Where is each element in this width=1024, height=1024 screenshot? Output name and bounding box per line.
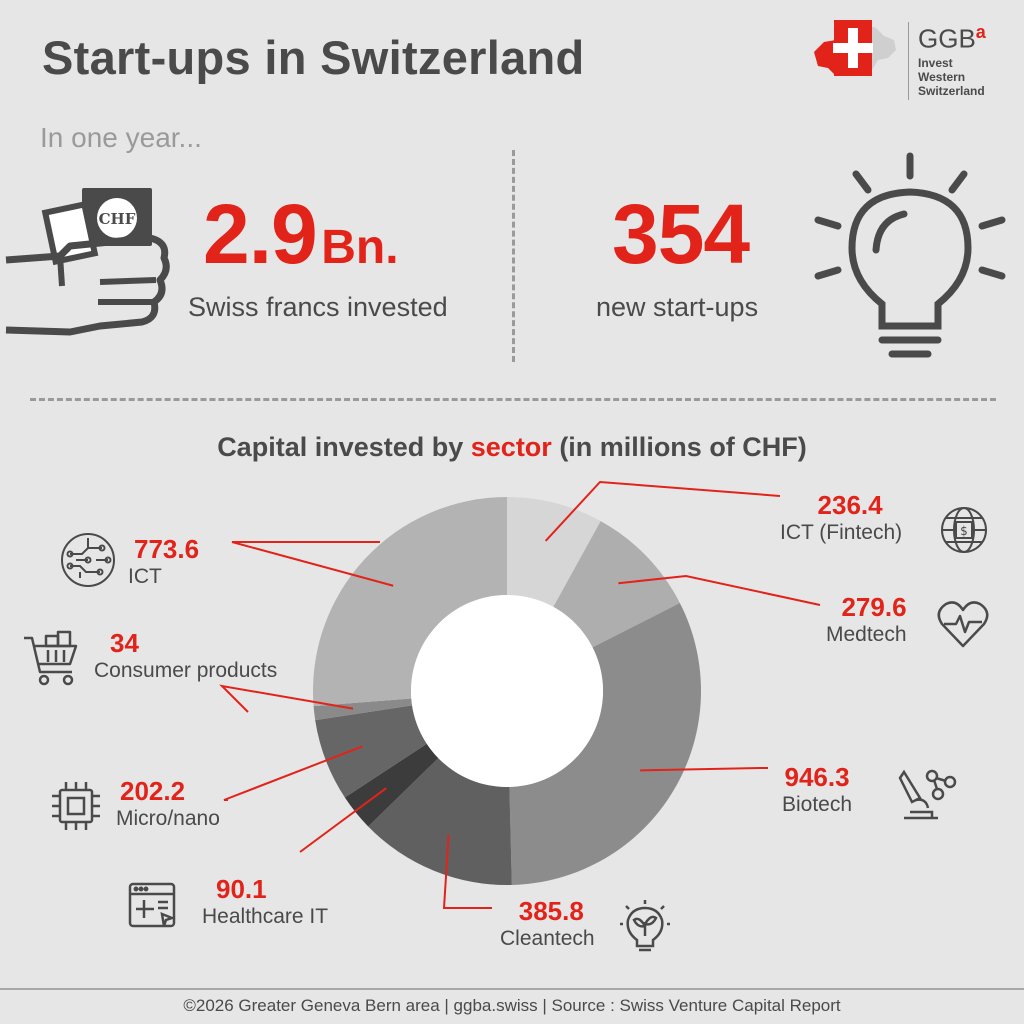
fintech-globe-icon: $ [938, 504, 990, 561]
logo-subtitle-line: Switzerland [918, 84, 985, 98]
leader-line [219, 684, 354, 713]
logo-divider [908, 22, 909, 100]
footer-credits: ©2026 Greater Geneva Bern area | ggba.sw… [183, 996, 841, 1015]
slice-label-ict: 773.6 ICT [128, 534, 199, 589]
donut-slice-cleantech [368, 758, 512, 885]
chip-icon [50, 780, 102, 837]
startups-value: 354 [612, 187, 750, 281]
slice-value: 236.4 [817, 490, 883, 520]
logo-subtitle: Invest Western Switzerland [918, 56, 1018, 98]
slice-label: Biotech [782, 793, 853, 816]
chart-title-prefix: Capital invested by [217, 432, 471, 462]
slice-label-ict-fintech: 236.4 ICT (Fintech) [780, 490, 902, 545]
slice-label: ICT [128, 565, 162, 588]
slice-value: 202.2 [120, 776, 186, 806]
donut-hole [411, 595, 603, 787]
circuit-icon [60, 532, 116, 593]
intro-text: In one year... [40, 122, 202, 153]
slice-label-consumer-products: 34 Consumer products [94, 628, 277, 683]
leader-line [223, 745, 363, 801]
donut-slice-micro-nano [315, 705, 427, 798]
slice-label: Healthcare IT [202, 905, 329, 928]
slice-label-cleantech: 385.8 Cleantech [500, 896, 595, 951]
leader-line [231, 541, 394, 587]
slice-label: Consumer products [94, 659, 278, 682]
slice-label: ICT (Fintech) [780, 521, 903, 544]
leader-line [544, 480, 781, 542]
slice-label-biotech: 946.3 Biotech [782, 762, 852, 817]
shopping-cart-icon [22, 630, 80, 695]
microscope-icon [898, 768, 958, 829]
slice-value: 946.3 [784, 762, 850, 792]
slice-value: 279.6 [841, 592, 907, 622]
slice-label-medtech: 279.6 Medtech [826, 592, 907, 647]
donut-slice-ict-fintech- [507, 497, 601, 607]
donut-slice-consumer-products [313, 698, 413, 721]
svg-text:$: $ [960, 524, 968, 538]
vertical-divider [512, 150, 515, 362]
leader-line [618, 574, 821, 606]
slice-label: Cleantech [500, 927, 595, 950]
slice-value: 773.6 [134, 534, 200, 564]
donut-slice-biotech [509, 602, 701, 885]
slice-label-micro-nano: 202.2 Micro/nano [116, 776, 220, 831]
investment-label: Swiss francs invested [188, 292, 448, 322]
health-window-icon [128, 882, 178, 935]
swiss-map-logo-icon [806, 14, 898, 89]
chart-title-suffix: (in millions of CHF) [551, 432, 807, 462]
leader-line [299, 787, 387, 853]
slice-value: 385.8 [518, 896, 584, 926]
slice-value: 34 [110, 628, 139, 658]
leader-line [442, 834, 492, 909]
chart-title: Capital invested by sector (in millions … [0, 432, 1024, 463]
chf-note-text: CHF [99, 210, 136, 228]
donut-slice-medtech [553, 521, 680, 648]
logo-wordmark: GGBa [918, 22, 986, 55]
donut-slice-ict [313, 497, 507, 707]
logo-superscript: a [975, 22, 986, 42]
horizontal-divider [30, 398, 996, 401]
slice-value: 90.1 [216, 874, 267, 904]
leader-line [640, 767, 768, 772]
investment-value: 2.9 Bn. [203, 186, 399, 283]
slice-label-healthcare-it: 90.1 Healthcare IT [202, 874, 328, 929]
money-hand-icon: CHF [0, 186, 180, 371]
logo-subtitle-line: Invest [918, 56, 953, 70]
heartbeat-icon [936, 600, 990, 655]
logo-subtitle-line: Western [918, 70, 966, 84]
startups-label: new start-ups [596, 292, 759, 322]
lightbulb-icon [812, 150, 1012, 370]
chart-title-highlight: sector [470, 432, 552, 462]
logo-name: GGB [918, 23, 976, 54]
slice-label: Medtech [826, 623, 907, 646]
investment-number: 2.9 [203, 187, 318, 281]
donut-slice-healthcare-it [344, 743, 439, 827]
page-title: Start-ups in Switzerland [42, 31, 585, 84]
eco-bulb-icon [620, 900, 670, 961]
investment-unit: Bn. [321, 221, 399, 274]
footer-divider [0, 988, 1024, 990]
slice-label: Micro/nano [116, 807, 220, 830]
